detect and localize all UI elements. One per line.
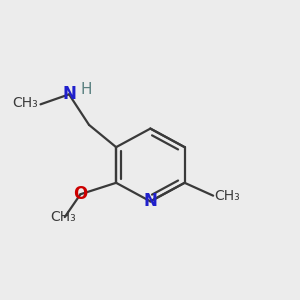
Text: CH₃: CH₃: [214, 189, 240, 203]
Text: CH₃: CH₃: [50, 210, 76, 224]
Text: O: O: [73, 185, 88, 203]
Text: H: H: [80, 82, 92, 97]
Text: N: N: [62, 85, 76, 103]
Text: N: N: [143, 192, 157, 210]
Text: CH₃: CH₃: [12, 96, 38, 110]
